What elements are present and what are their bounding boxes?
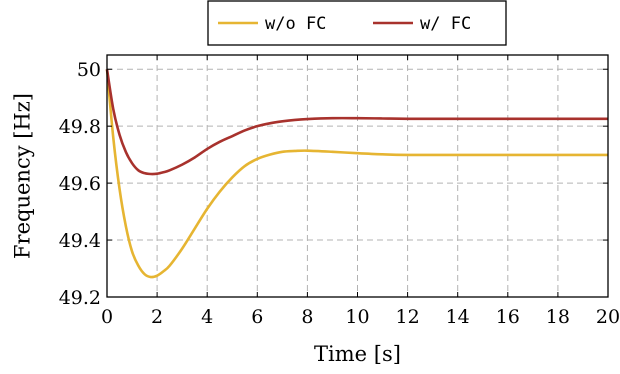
y-tick-label: 50 xyxy=(77,59,101,81)
x-axis-label: Time [s] xyxy=(314,342,401,366)
x-tick-label: 12 xyxy=(396,306,420,328)
x-tick-label: 18 xyxy=(546,306,570,328)
series-line-1 xyxy=(105,69,608,176)
x-tick-label: 14 xyxy=(446,306,470,328)
legend: w/o FC w/ FC xyxy=(207,0,507,46)
legend-label-wo-fc: w/o FC xyxy=(265,14,326,34)
x-tick-label: 0 xyxy=(101,306,113,328)
y-tick-label: 49.8 xyxy=(59,116,101,138)
x-tick-label: 16 xyxy=(496,306,520,328)
grid xyxy=(107,55,608,297)
y-tick-label: 49.2 xyxy=(59,287,101,309)
y-tick-label: 49.4 xyxy=(59,230,101,252)
x-tick-label: 8 xyxy=(301,306,313,328)
x-tick-label: 20 xyxy=(596,306,620,328)
x-tick-label: 10 xyxy=(345,306,369,328)
x-tick-label: 6 xyxy=(251,306,263,328)
y-tick-label: 49.6 xyxy=(59,173,101,195)
x-tick-label: 2 xyxy=(151,306,163,328)
legend-label-w-fc: w/ FC xyxy=(420,14,471,34)
x-tick-label: 4 xyxy=(201,306,213,328)
series-lines xyxy=(105,69,608,279)
y-axis-label: Frequency [Hz] xyxy=(11,93,35,259)
y-axis-ticks: 49.2 49.4 49.6 49.8 50 xyxy=(59,59,608,309)
series-line-0 xyxy=(105,69,608,279)
x-axis-ticks: 0 2 4 6 8 10 12 14 16 18 20 xyxy=(101,55,620,328)
